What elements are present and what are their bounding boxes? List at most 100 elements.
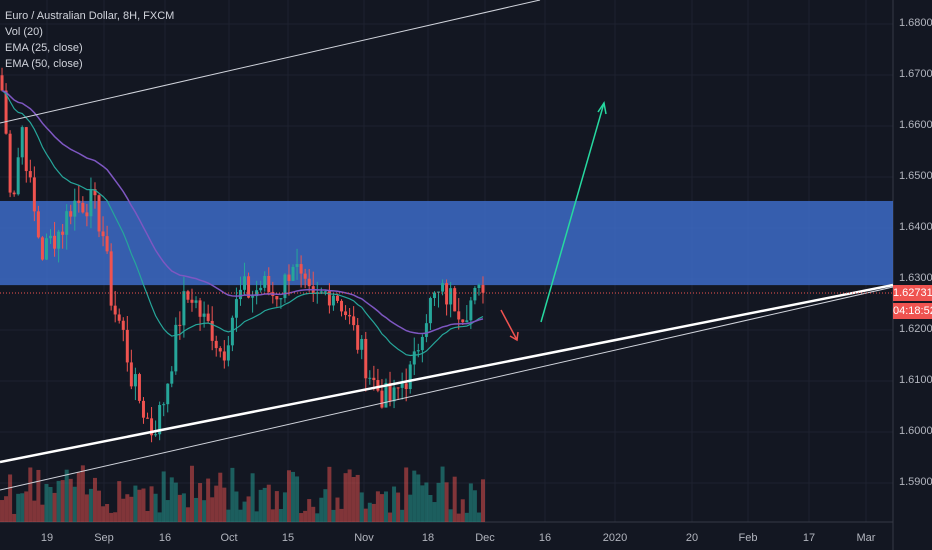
- candle-body: [214, 340, 218, 349]
- support-trend-line: [0, 283, 894, 464]
- volume-bar: [331, 509, 336, 522]
- candle-body: [170, 371, 174, 384]
- volume-bar: [181, 493, 186, 522]
- candle-body: [392, 387, 396, 402]
- volume-bar: [258, 489, 263, 522]
- candle-body: [202, 313, 206, 317]
- lower-trend-line: [0, 286, 894, 491]
- candle-body: [348, 315, 352, 317]
- candle-body: [251, 296, 255, 298]
- x-tick-label: Dec: [475, 532, 495, 544]
- candle-body: [335, 295, 339, 301]
- candle-body: [101, 231, 105, 237]
- x-tick-label: 18: [421, 532, 435, 544]
- candle-body: [372, 377, 376, 381]
- candle-body: [449, 288, 453, 305]
- candle-body: [137, 374, 141, 401]
- candle-body: [360, 338, 364, 350]
- volume-bar: [311, 506, 316, 522]
- volume-bar: [371, 503, 376, 522]
- candle-body: [477, 284, 481, 288]
- candle-body: [473, 287, 477, 301]
- volume-bar: [327, 466, 332, 522]
- x-tick-label: 16: [538, 532, 552, 544]
- candle-body: [20, 127, 24, 158]
- candle-body: [61, 231, 65, 235]
- ema50-indicator[interactable]: EMA (50, close): [5, 58, 83, 70]
- volume-bar: [436, 482, 441, 522]
- volume-bar: [4, 496, 9, 522]
- volume-bar: [444, 482, 449, 522]
- volume-bar: [295, 476, 300, 522]
- candle-body: [384, 382, 388, 408]
- candle-body: [222, 351, 226, 361]
- volume-bar: [161, 471, 166, 522]
- candle-body: [441, 283, 445, 292]
- candle-body: [117, 314, 121, 321]
- candle-body: [4, 90, 8, 134]
- volume-bar: [400, 509, 405, 522]
- volume-bar: [202, 500, 207, 522]
- candle-body: [340, 300, 344, 312]
- volume-bar: [68, 478, 73, 522]
- candle-body: [243, 276, 247, 290]
- candle-body: [481, 284, 485, 293]
- volume-bar: [210, 497, 215, 522]
- candle-body: [8, 133, 12, 193]
- candle-body: [287, 274, 291, 281]
- volume-bar: [72, 486, 77, 522]
- volume-bar: [379, 494, 384, 522]
- candle-body: [465, 320, 469, 323]
- candle-body: [146, 417, 150, 419]
- volume-bar: [101, 506, 106, 522]
- volume-bar: [315, 513, 320, 522]
- volume-bar: [246, 496, 251, 522]
- resistance-zone: [0, 200, 893, 286]
- candle-body: [154, 434, 158, 436]
- volume-bar: [12, 513, 17, 522]
- volume-bar: [396, 492, 401, 522]
- candle-body: [368, 377, 372, 379]
- x-tick-label: Oct: [220, 532, 238, 544]
- upper-trend-line: [0, 0, 541, 124]
- volume-bar: [20, 493, 25, 522]
- candle-body: [267, 275, 271, 292]
- volume-bar: [206, 478, 211, 522]
- symbol-title: Euro / Australian Dollar, 8H, FXCM: [5, 10, 175, 22]
- volume-bar: [121, 498, 126, 522]
- x-tick-label: 17: [802, 532, 816, 544]
- volume-bar: [432, 502, 437, 522]
- candle-body: [319, 291, 323, 293]
- x-tick-label: 15: [281, 532, 295, 544]
- candle-body: [89, 189, 93, 217]
- volume-bar: [464, 512, 469, 522]
- candle-body: [416, 350, 420, 352]
- candle-body: [210, 320, 214, 341]
- volume-bar: [92, 477, 97, 522]
- candle-body: [32, 177, 36, 212]
- candle-body: [182, 291, 186, 326]
- volume-bar: [117, 481, 122, 522]
- volume-bar: [412, 470, 417, 522]
- volume-bar: [307, 499, 312, 522]
- x-tick-label: 20: [685, 532, 699, 544]
- volume-bar: [266, 484, 271, 522]
- volume-bar: [250, 473, 255, 522]
- volume-bar: [230, 467, 235, 522]
- volume-bar: [165, 500, 170, 522]
- candle-body: [218, 348, 222, 352]
- candle-body: [198, 300, 202, 317]
- vol-indicator[interactable]: Vol (20): [5, 26, 43, 38]
- candle-body: [93, 189, 97, 196]
- volume-bar: [133, 485, 138, 522]
- candle-body: [24, 127, 28, 172]
- volume-bar: [48, 487, 53, 522]
- ema25-indicator[interactable]: EMA (25, close): [5, 42, 83, 54]
- candle-body: [113, 305, 117, 315]
- candle-body: [12, 192, 16, 195]
- x-tick-label: Feb: [738, 532, 758, 544]
- volume-bar: [472, 490, 477, 522]
- candle-body: [109, 251, 113, 306]
